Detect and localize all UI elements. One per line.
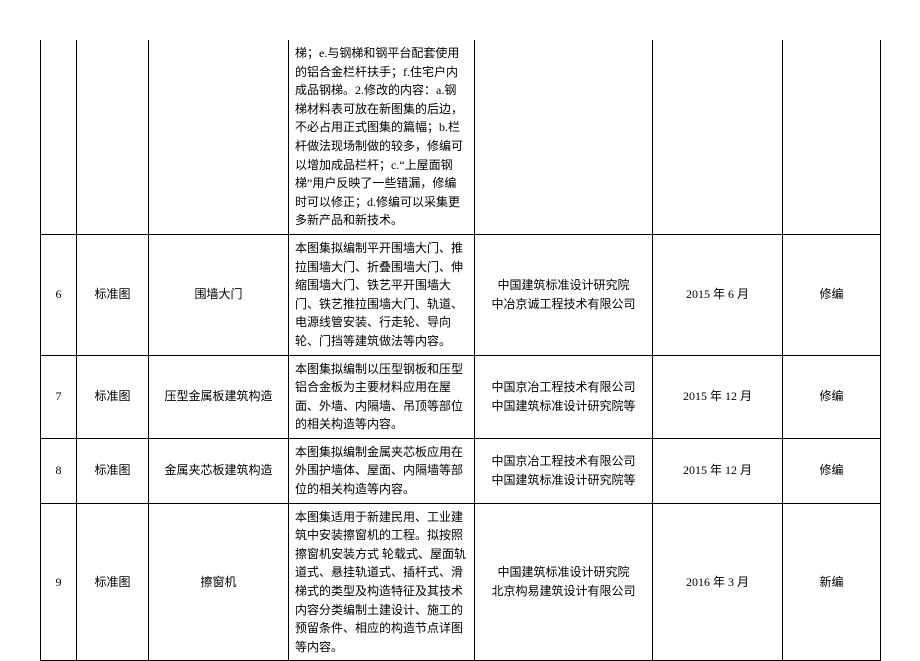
cell-name bbox=[149, 40, 289, 234]
cell-name: 压型金属板建筑构造 bbox=[149, 355, 289, 438]
cell-description: 本图集拟编制平开围墙大门、推拉围墙大门、折叠围墙大门、伸缩围墙大门、铁艺平开围墙… bbox=[289, 234, 475, 355]
cell-type: 标准图 bbox=[77, 438, 149, 503]
cell-org: 中国京冶工程技术有限公司中国建筑标准设计研究院等 bbox=[475, 355, 653, 438]
cell-description: 本图集适用于新建民用、工业建筑中安装擦窗机的工程。拟按照擦窗机安装方式 轮载式、… bbox=[289, 503, 475, 661]
table-body: 梯；e.与钢梯和钢平台配套使用的铝合金栏杆扶手；f.住宅户内成品钢梯。2.修改的… bbox=[41, 40, 881, 661]
cell-type: 标准图 bbox=[77, 355, 149, 438]
cell-action: 修编 bbox=[783, 355, 881, 438]
cell-org: 中国建筑标准设计研究院中冶京诚工程技术有限公司 bbox=[475, 234, 653, 355]
table-row: 8 标准图 金属夹芯板建筑构造 本图集拟编制金属夹芯板应用在外围护墙体、屋面、内… bbox=[41, 438, 881, 503]
cell-org bbox=[475, 40, 653, 234]
cell-date bbox=[653, 40, 783, 234]
table-row: 梯；e.与钢梯和钢平台配套使用的铝合金栏杆扶手；f.住宅户内成品钢梯。2.修改的… bbox=[41, 40, 881, 234]
cell-type bbox=[77, 40, 149, 234]
cell-index: 9 bbox=[41, 503, 77, 661]
cell-org: 中国京冶工程技术有限公司中国建筑标准设计研究院等 bbox=[475, 438, 653, 503]
cell-index: 8 bbox=[41, 438, 77, 503]
cell-action: 修编 bbox=[783, 438, 881, 503]
cell-date: 2015 年 12 月 bbox=[653, 438, 783, 503]
table-row: 9 标准图 擦窗机 本图集适用于新建民用、工业建筑中安装擦窗机的工程。拟按照擦窗… bbox=[41, 503, 881, 661]
cell-description: 本图集拟编制以压型钢板和压型铝合金板为主要材料应用在屋面、外墙、内隔墙、吊顶等部… bbox=[289, 355, 475, 438]
cell-action: 新编 bbox=[783, 503, 881, 661]
cell-type: 标准图 bbox=[77, 503, 149, 661]
standards-table: 梯；e.与钢梯和钢平台配套使用的铝合金栏杆扶手；f.住宅户内成品钢梯。2.修改的… bbox=[40, 40, 881, 661]
cell-description: 梯；e.与钢梯和钢平台配套使用的铝合金栏杆扶手；f.住宅户内成品钢梯。2.修改的… bbox=[289, 40, 475, 234]
cell-name: 擦窗机 bbox=[149, 503, 289, 661]
cell-description: 本图集拟编制金属夹芯板应用在外围护墙体、屋面、内隔墙等部位的相关构造等内容。 bbox=[289, 438, 475, 503]
cell-index bbox=[41, 40, 77, 234]
cell-name: 围墙大门 bbox=[149, 234, 289, 355]
cell-date: 2015 年 6 月 bbox=[653, 234, 783, 355]
cell-date: 2015 年 12 月 bbox=[653, 355, 783, 438]
cell-date: 2016 年 3 月 bbox=[653, 503, 783, 661]
cell-index: 6 bbox=[41, 234, 77, 355]
cell-action: 修编 bbox=[783, 234, 881, 355]
table-row: 7 标准图 压型金属板建筑构造 本图集拟编制以压型钢板和压型铝合金板为主要材料应… bbox=[41, 355, 881, 438]
cell-action bbox=[783, 40, 881, 234]
cell-index: 7 bbox=[41, 355, 77, 438]
cell-type: 标准图 bbox=[77, 234, 149, 355]
cell-name: 金属夹芯板建筑构造 bbox=[149, 438, 289, 503]
cell-org: 中国建筑标准设计研究院北京构易建筑设计有限公司 bbox=[475, 503, 653, 661]
table-row: 6 标准图 围墙大门 本图集拟编制平开围墙大门、推拉围墙大门、折叠围墙大门、伸缩… bbox=[41, 234, 881, 355]
